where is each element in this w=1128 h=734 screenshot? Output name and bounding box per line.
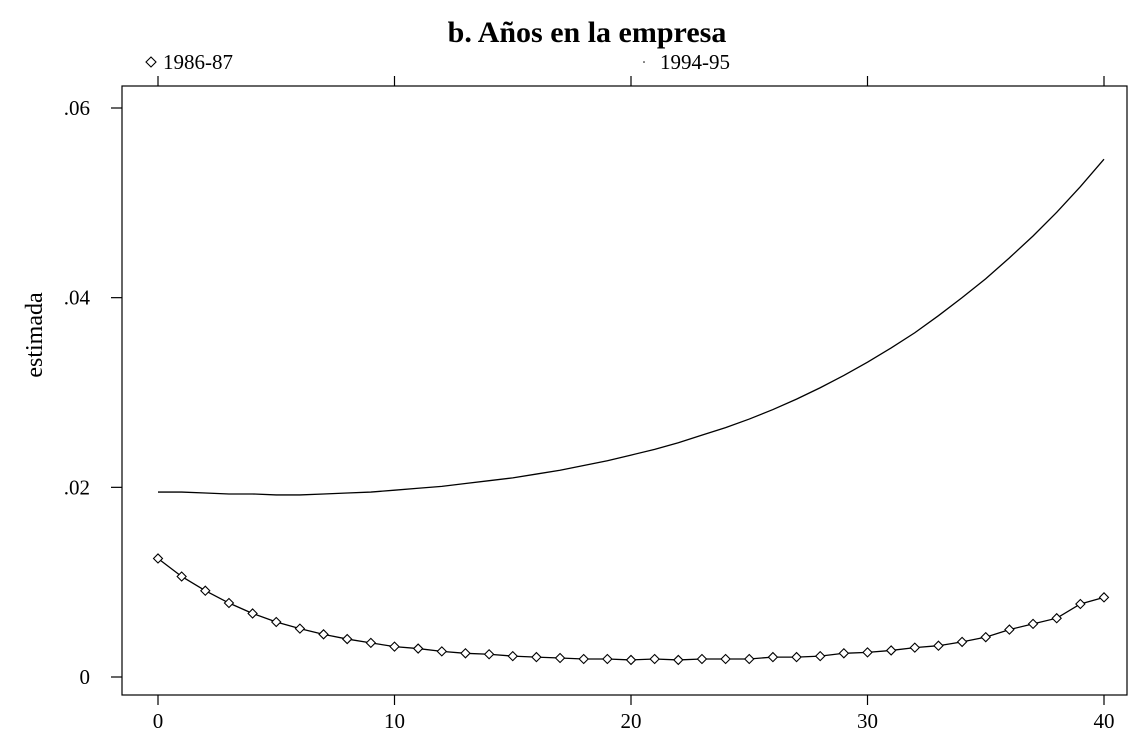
data-point-1986-87 (578, 653, 589, 665)
data-point-1986-87 (176, 571, 187, 582)
y-tick-label: .06 (64, 96, 90, 120)
data-point-1986-87 (791, 651, 802, 663)
y-axis: 0 .02 .04 .06 (64, 96, 122, 689)
data-point-1986-87 (152, 553, 164, 564)
data-point-1986-87 (1098, 592, 1110, 603)
data-point-1986-87 (270, 616, 282, 628)
series-layer (152, 158, 1110, 666)
data-point-1986-87 (1004, 624, 1015, 635)
data-point-1986-87 (720, 653, 731, 665)
y-tick-label: 0 (80, 665, 91, 689)
data-point-1986-87 (838, 648, 850, 659)
x-axis: 0 10 20 30 40 (153, 76, 1115, 733)
legend: 1986-87 1994-95 (145, 50, 730, 74)
data-point-1986-87 (1027, 618, 1039, 630)
legend-label-1994-95: 1994-95 (660, 50, 730, 74)
data-point-1986-87 (483, 648, 495, 660)
data-point-1986-87 (625, 654, 637, 666)
data-point-1986-87 (956, 636, 968, 648)
x-tick-label: 20 (621, 709, 642, 733)
data-point-1986-87 (743, 653, 755, 665)
legend-marker-1986-87 (145, 56, 157, 68)
data-point-1986-87 (341, 633, 353, 645)
data-point-1986-87 (460, 648, 471, 659)
data-point-1986-87 (365, 637, 377, 649)
y-tick-label: .02 (64, 475, 90, 499)
data-point-1986-87 (294, 623, 306, 634)
data-point-1986-87 (223, 597, 235, 609)
legend-marker-1994-95 (643, 61, 645, 63)
data-point-1986-87 (436, 646, 448, 657)
data-point-1986-87 (200, 585, 211, 596)
x-tick-label: 30 (857, 709, 878, 733)
data-point-1986-87 (602, 653, 613, 665)
data-point-1986-87 (1051, 612, 1062, 624)
data-point-1986-87 (412, 643, 424, 654)
data-point-1986-87 (933, 640, 944, 651)
data-point-1986-87 (673, 654, 684, 666)
series-line-1994-95 (158, 158, 1105, 496)
data-point-1986-87 (389, 641, 400, 652)
data-point-1986-87 (554, 652, 566, 664)
data-point-1986-87 (862, 647, 873, 658)
data-point-1986-87 (247, 608, 258, 619)
x-tick-label: 40 (1094, 709, 1115, 733)
data-point-1986-87 (507, 650, 519, 662)
data-point-1986-87 (909, 642, 921, 653)
data-point-1986-87 (814, 650, 826, 662)
data-point-1986-87 (696, 653, 708, 665)
plot-frame (121, 85, 1128, 696)
data-point-1986-87 (649, 653, 660, 665)
data-point-1986-87 (531, 651, 542, 663)
legend-label-1986-87: 1986-87 (163, 50, 233, 74)
chart-title: b. Años en la empresa (448, 16, 727, 49)
data-point-1986-87 (767, 651, 779, 663)
y-tick-label: .04 (64, 286, 91, 310)
data-point-1986-87 (885, 645, 897, 656)
data-point-1986-87 (980, 631, 992, 643)
y-axis-label: estimada (22, 292, 48, 378)
data-point-1986-87 (1075, 598, 1086, 610)
data-point-1986-87 (318, 629, 329, 640)
x-tick-label: 10 (384, 709, 405, 733)
x-tick-label: 0 (153, 709, 164, 733)
